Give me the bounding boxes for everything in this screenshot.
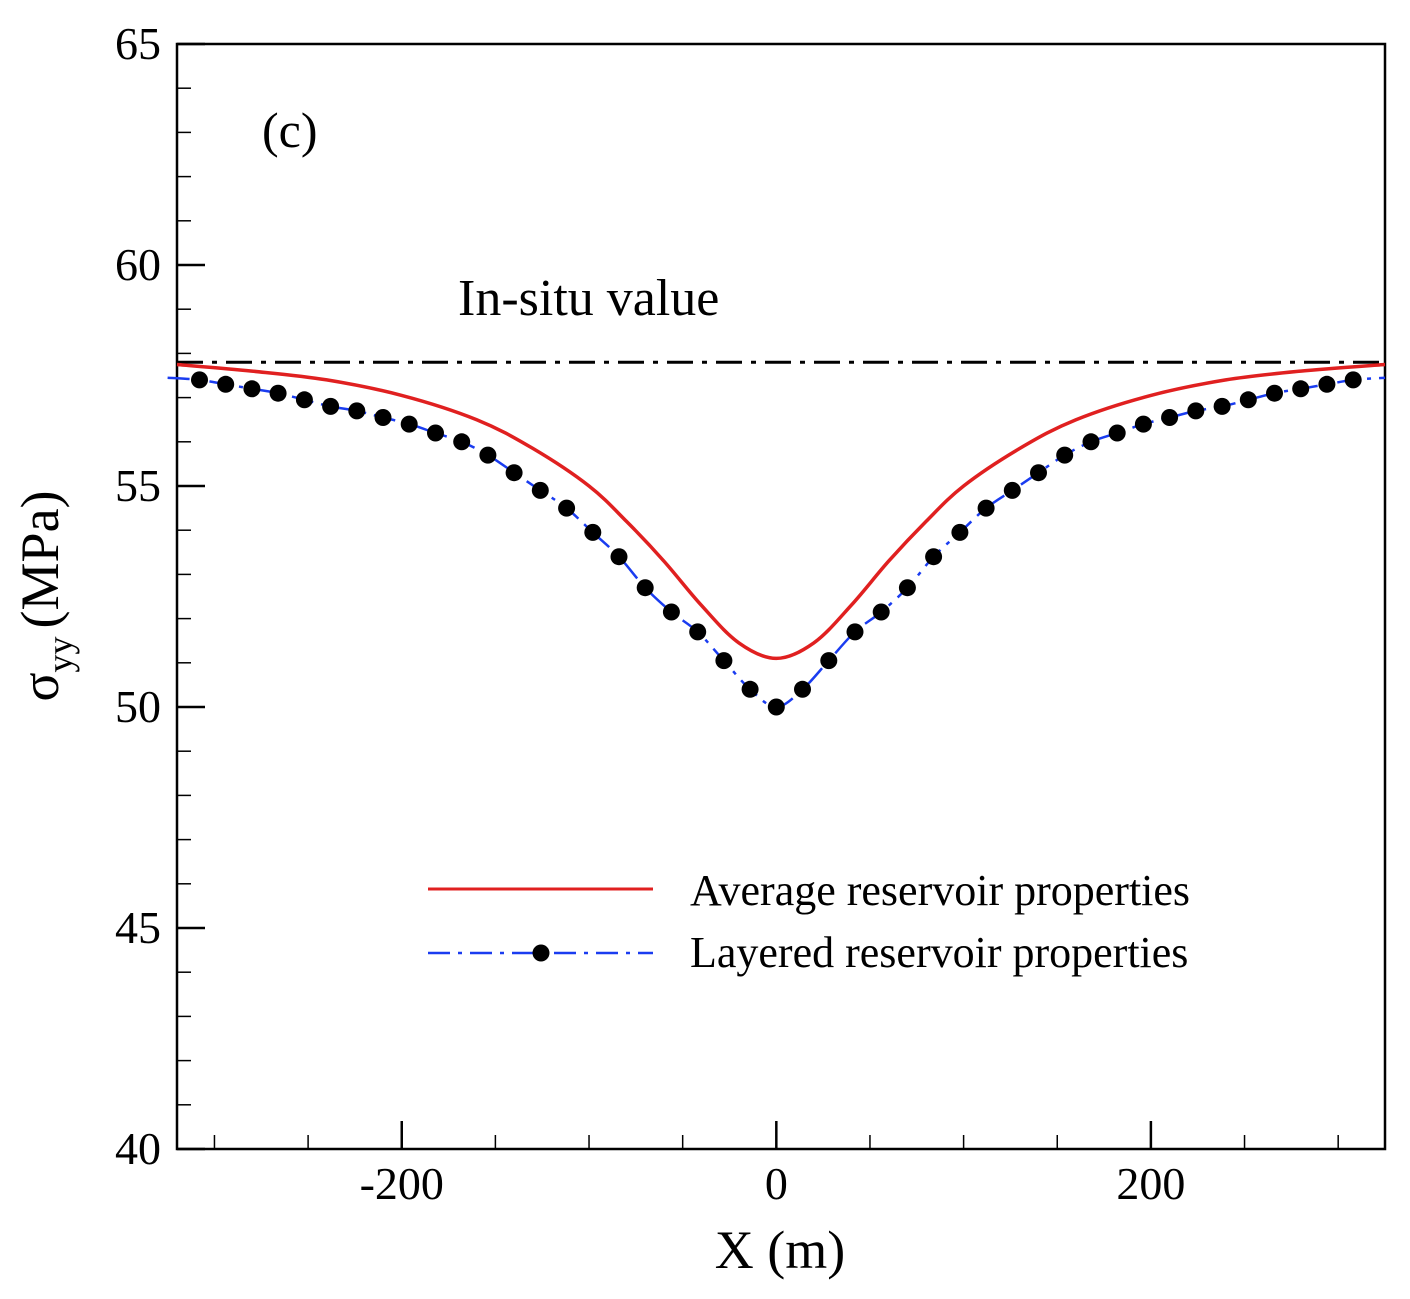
y-tick-labels: 40 45 50 55 60 65 bbox=[115, 18, 161, 1174]
layered-data-point bbox=[322, 397, 340, 415]
y-axis-unit: (MPa) bbox=[10, 490, 70, 628]
layered-data-point bbox=[584, 523, 602, 541]
legend-marker-layered bbox=[532, 944, 550, 962]
layered-data-point bbox=[269, 384, 287, 402]
layered-data-point bbox=[1003, 481, 1021, 499]
layered-data-point bbox=[531, 481, 549, 499]
panel-label: (c) bbox=[262, 102, 318, 158]
layered-data-point bbox=[715, 652, 733, 670]
y-tick-label: 55 bbox=[115, 460, 161, 511]
layered-data-point bbox=[348, 402, 366, 420]
layered-data-point bbox=[925, 548, 943, 566]
layered-data-point bbox=[1134, 415, 1152, 433]
layered-data-point bbox=[689, 623, 707, 641]
y-axis-symbol: σ bbox=[10, 672, 70, 701]
y-axis-title: σyy (MPa) bbox=[10, 490, 80, 701]
layered-data-point bbox=[820, 652, 838, 670]
legend-label-average: Average reservoir properties bbox=[690, 866, 1190, 915]
series-layer bbox=[167, 360, 1386, 716]
x-tick-label: 0 bbox=[765, 1158, 788, 1209]
x-tick-label: -200 bbox=[360, 1158, 444, 1209]
layered-data-point bbox=[1239, 391, 1257, 409]
plot-frame bbox=[175, 42, 1387, 1151]
layered-data-point bbox=[977, 499, 995, 517]
in-situ-annotation: In-situ value bbox=[458, 270, 719, 327]
legend: Average reservoir properties Layered res… bbox=[428, 866, 1190, 977]
layered-data-point bbox=[636, 579, 654, 597]
y-tick-label: 40 bbox=[115, 1123, 161, 1174]
layered-data-point bbox=[374, 409, 392, 426]
layered-data-point bbox=[558, 499, 576, 517]
layered-data-point bbox=[243, 380, 261, 398]
x-tick-label: 200 bbox=[1116, 1158, 1185, 1209]
layered-data-point bbox=[1213, 397, 1231, 415]
layered-data-point bbox=[794, 680, 811, 698]
series-line-average bbox=[176, 362, 1386, 661]
layered-data-point bbox=[453, 433, 471, 451]
layered-data-point bbox=[951, 523, 969, 541]
y-tick-label: 65 bbox=[115, 18, 161, 69]
layered-data-point bbox=[898, 579, 916, 597]
y-axis-subscript: yy bbox=[40, 636, 80, 672]
y-tick-label: 60 bbox=[115, 239, 161, 290]
major-ticks bbox=[177, 42, 1153, 1151]
layered-data-point bbox=[741, 680, 759, 698]
layered-data-point bbox=[872, 603, 890, 621]
x-tick-labels: -200 0 200 bbox=[360, 1158, 1186, 1209]
layered-data-point bbox=[1056, 446, 1074, 464]
layered-data-point bbox=[1108, 424, 1126, 442]
layered-data-point bbox=[1318, 375, 1336, 393]
layered-data-point bbox=[1161, 409, 1179, 426]
legend-label-layered: Layered reservoir properties bbox=[690, 928, 1188, 977]
layered-data-point bbox=[767, 698, 785, 716]
layered-data-point bbox=[217, 375, 235, 393]
layered-data-point bbox=[1344, 371, 1362, 389]
layered-data-point bbox=[846, 623, 864, 641]
layered-data-point bbox=[505, 464, 523, 482]
layered-data-point bbox=[427, 424, 444, 442]
layered-data-point bbox=[400, 415, 418, 433]
minor-ticks bbox=[177, 87, 1339, 1149]
layered-data-point bbox=[662, 603, 680, 621]
layered-data-point bbox=[1266, 384, 1283, 402]
layered-data-point bbox=[610, 548, 628, 566]
layered-data-point bbox=[1292, 380, 1310, 398]
layered-data-point bbox=[479, 446, 497, 464]
layered-data-point bbox=[1187, 402, 1205, 420]
layered-data-point bbox=[295, 391, 313, 409]
layered-data-point bbox=[1030, 464, 1047, 482]
y-tick-label: 45 bbox=[115, 902, 161, 953]
y-tick-label: 50 bbox=[115, 681, 161, 732]
x-axis-title: X (m) bbox=[715, 1220, 845, 1280]
layered-data-point bbox=[1082, 433, 1100, 451]
layered-data-point bbox=[191, 371, 208, 389]
